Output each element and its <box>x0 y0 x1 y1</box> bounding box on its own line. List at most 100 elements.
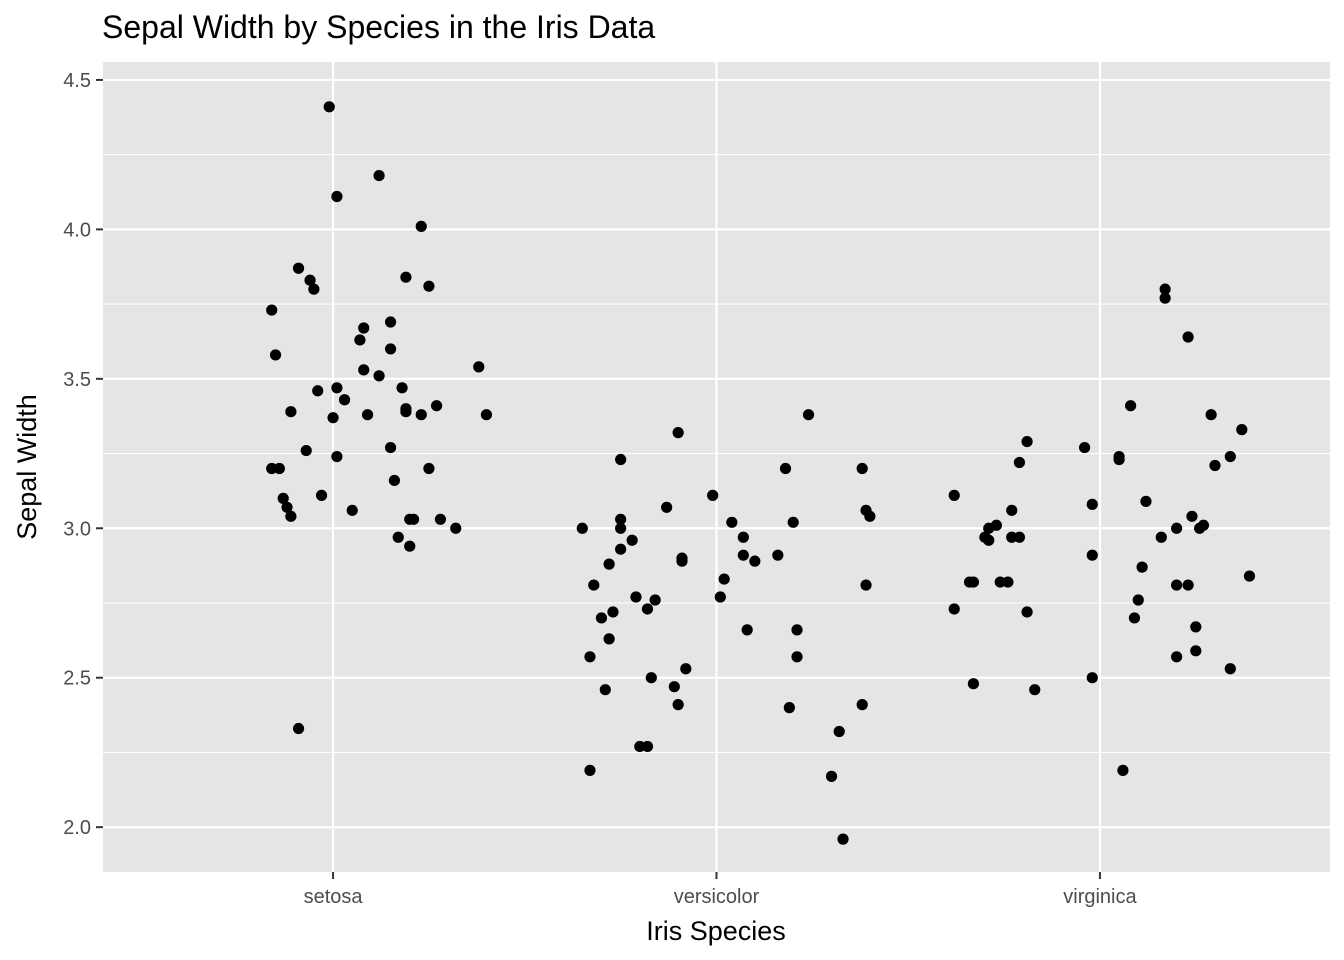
data-point <box>837 833 849 845</box>
data-point <box>791 651 803 663</box>
data-point <box>967 576 980 588</box>
data-point <box>358 364 370 376</box>
data-point <box>615 513 627 525</box>
data-point <box>384 441 397 454</box>
data-point <box>404 540 416 552</box>
data-point <box>1182 331 1194 343</box>
data-point <box>396 382 408 394</box>
chart-title: Sepal Width by Species in the Iris Data <box>102 9 655 45</box>
data-point <box>603 558 615 570</box>
data-point <box>607 606 619 618</box>
data-point <box>1013 531 1026 543</box>
y-tick-label: 2.5 <box>63 668 91 690</box>
data-point <box>1194 522 1206 534</box>
data-point <box>595 612 608 624</box>
data-point <box>346 504 358 516</box>
data-point <box>1205 409 1217 421</box>
data-point <box>266 304 278 316</box>
data-point <box>1086 549 1098 561</box>
data-point <box>1171 522 1183 534</box>
data-point <box>1013 456 1026 469</box>
data-point <box>434 513 447 525</box>
data-point <box>292 722 305 735</box>
data-point <box>423 462 435 475</box>
data-point <box>1190 621 1202 633</box>
data-point <box>680 663 692 675</box>
data-point <box>1021 606 1033 618</box>
data-point <box>983 534 995 546</box>
major-gridlines <box>103 62 1330 872</box>
data-point <box>1002 576 1014 588</box>
data-point <box>400 271 412 283</box>
data-point <box>1079 441 1091 454</box>
data-point <box>718 573 730 585</box>
data-point <box>856 462 868 475</box>
data-point <box>1243 570 1256 582</box>
data-point <box>269 349 282 361</box>
data-point <box>1128 612 1141 624</box>
data-point <box>983 522 995 534</box>
data-point <box>737 549 749 561</box>
data-point <box>423 280 435 292</box>
y-tick-label: 3.5 <box>63 369 91 391</box>
data-point <box>1086 498 1098 510</box>
data-point <box>1182 579 1194 591</box>
data-points <box>266 101 1256 845</box>
data-point <box>948 489 960 501</box>
data-point <box>327 412 339 424</box>
data-point <box>1132 594 1144 606</box>
data-point <box>864 510 876 522</box>
data-point <box>315 489 328 501</box>
data-point <box>599 684 611 696</box>
data-point <box>277 492 289 504</box>
data-point <box>856 699 868 711</box>
data-point <box>388 474 401 487</box>
data-point <box>1236 424 1248 436</box>
x-axis: setosa versicolor virginica <box>304 872 1137 908</box>
data-point <box>407 513 420 525</box>
data-point <box>450 522 462 534</box>
x-tick-label: virginica <box>1063 886 1137 908</box>
data-point <box>384 343 397 355</box>
data-point <box>1186 510 1198 522</box>
data-point <box>615 453 627 466</box>
y-axis: 2.0 2.5 3.0 3.5 4.0 4.5 <box>63 70 103 839</box>
data-point <box>1224 450 1236 463</box>
data-point <box>802 409 815 421</box>
data-point <box>668 681 680 693</box>
data-point <box>741 624 753 636</box>
data-point <box>273 462 285 475</box>
x-tick-label: versicolor <box>674 886 760 908</box>
data-point <box>304 274 316 286</box>
data-point <box>354 334 366 346</box>
data-point <box>1209 459 1221 472</box>
data-point <box>645 672 657 684</box>
data-point <box>994 576 1006 588</box>
data-point <box>783 702 795 714</box>
data-point <box>737 531 749 543</box>
y-tick-label: 2.0 <box>63 817 91 839</box>
data-point <box>615 543 627 555</box>
data-point <box>1159 292 1171 304</box>
y-tick-label: 3.0 <box>63 518 91 540</box>
data-point <box>791 624 803 636</box>
data-point <box>714 591 726 603</box>
data-point <box>825 770 838 782</box>
data-point <box>772 549 784 561</box>
data-point <box>634 740 646 753</box>
data-point <box>331 450 343 463</box>
data-point <box>661 501 673 513</box>
data-point <box>615 522 627 534</box>
data-point <box>626 534 638 546</box>
data-point <box>576 522 588 534</box>
data-point <box>1117 764 1129 776</box>
data-point <box>1125 400 1137 412</box>
data-point <box>361 409 374 421</box>
data-point <box>1159 283 1171 295</box>
data-point <box>331 382 343 394</box>
data-point <box>584 651 596 663</box>
data-point <box>1113 453 1125 466</box>
data-point <box>603 633 615 645</box>
x-tick-label: setosa <box>304 886 364 908</box>
